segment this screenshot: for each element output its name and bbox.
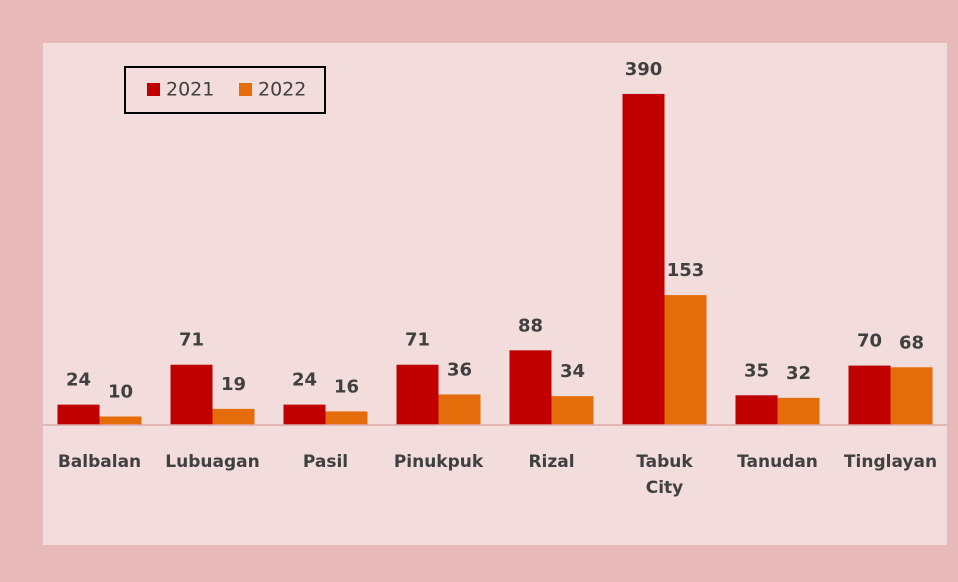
bar: [622, 93, 665, 425]
data-label: 24: [292, 370, 317, 391]
data-label: 68: [899, 332, 924, 353]
bar: [283, 404, 326, 425]
data-label: 36: [447, 359, 472, 380]
data-label: 71: [405, 330, 430, 351]
legend-label: 2021: [166, 79, 214, 101]
bar: [438, 394, 481, 425]
data-label: 19: [221, 374, 246, 395]
data-label: 10: [108, 382, 133, 403]
legend-swatch: [239, 83, 252, 96]
data-label: 16: [334, 376, 359, 397]
data-label: 35: [744, 360, 769, 381]
bar: [509, 350, 552, 425]
x-tick-label: Balbalan: [57, 452, 142, 472]
x-tick-label: Tanudan: [737, 452, 818, 472]
data-label: 390: [625, 59, 663, 80]
data-label: 32: [786, 363, 811, 384]
data-label: 71: [179, 330, 204, 351]
x-tick-label: Pasil: [302, 452, 349, 472]
bar: [170, 364, 213, 425]
bar: [551, 396, 594, 425]
data-label: 88: [518, 315, 543, 336]
bar: [735, 395, 778, 425]
bar: [212, 408, 255, 425]
bar: [777, 397, 820, 425]
x-tick-label: Tabuk City: [636, 452, 693, 498]
legend-label: 2022: [258, 79, 306, 101]
bar: [664, 295, 707, 425]
bar: [325, 411, 368, 425]
bar: [396, 364, 439, 425]
bar: [99, 416, 142, 425]
legend-box: [124, 66, 326, 114]
data-label: 70: [857, 331, 882, 352]
x-tick-label: Pinukpuk: [393, 452, 484, 472]
x-tick-label: Rizal: [528, 452, 575, 472]
bar: [848, 365, 891, 425]
plot-area: [43, 43, 947, 545]
data-label: 153: [667, 260, 705, 281]
bar: [57, 404, 100, 425]
data-label: 24: [66, 370, 91, 391]
data-label: 34: [560, 361, 585, 382]
legend-swatch: [147, 83, 160, 96]
x-tick-label: Tinglayan: [843, 452, 938, 472]
x-tick-label: Lubuagan: [165, 452, 260, 472]
bar: [890, 367, 933, 425]
